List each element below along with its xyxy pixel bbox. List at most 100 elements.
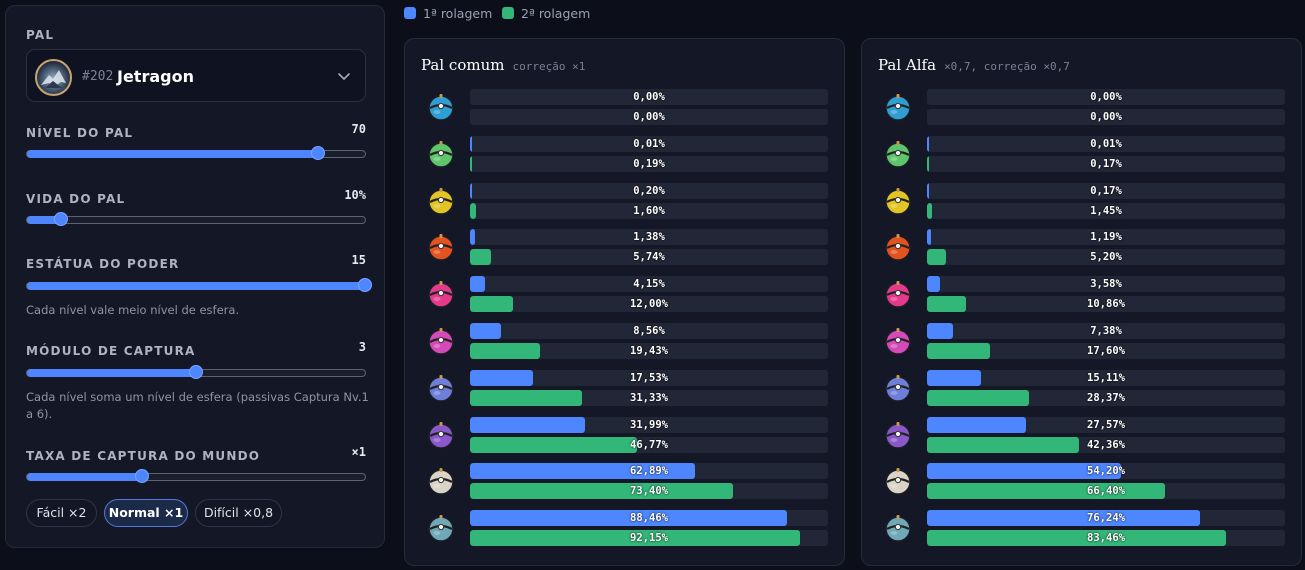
first-roll-bar-fill [927, 229, 932, 246]
sphere-row: 0,01% 0,17% [862, 135, 1301, 174]
second-roll-bar-fill [470, 483, 733, 500]
sphere-row: 54,20% 66,40% [862, 463, 1301, 501]
second-roll-bar: 0,00% [470, 109, 828, 125]
first-roll-bar: 4,15% [470, 276, 828, 293]
panel-title-text: Pal comum [421, 56, 505, 74]
sphere-row: 88,46% 92,15% [405, 510, 844, 548]
health-slider[interactable] [26, 212, 366, 226]
second-roll-value: 92,15% [630, 532, 668, 545]
second-roll-value: 19,43% [630, 345, 668, 357]
second-roll-bar: 73,40% [470, 483, 828, 500]
second-roll-bar-fill [470, 202, 476, 219]
world-slider[interactable] [26, 469, 366, 483]
legend-first-roll: 1ª rolagem [423, 6, 493, 21]
ultra-sphere-icon [885, 281, 911, 308]
first-roll-value: 1,19% [1090, 231, 1122, 244]
sphere-row: 62,89% 73,40% [405, 463, 844, 501]
world-slider-thumb[interactable] [134, 469, 149, 483]
settings-panel: PAL #202 Jetragon NÍVEL DO PAL 70 VIDA D… [5, 5, 385, 548]
second-roll-bar: 66,40% [927, 483, 1285, 500]
first-roll-bar-fill [927, 369, 982, 386]
second-roll-bar-fill [927, 530, 1226, 547]
shiny-sphere-icon [428, 468, 454, 496]
level-slider-thumb[interactable] [310, 146, 325, 160]
legend-swatch-first-roll [404, 7, 416, 19]
second-roll-bar: 0,19% [470, 155, 828, 172]
second-roll-bar-fill [927, 483, 1165, 500]
first-roll-bar: 1,38% [470, 229, 828, 246]
statue-label: ESTÁTUA DO PODER [26, 257, 180, 271]
first-roll-bar: 0,01% [470, 135, 828, 152]
panel-title-text: Pal Alfa [878, 56, 937, 74]
sphere-row: 0,01% 0,19% [405, 135, 844, 174]
exotic-sphere-icon [428, 421, 454, 449]
sphere-row: 31,99% 46,77% [405, 416, 844, 455]
first-roll-value: 0,00% [633, 91, 665, 103]
health-value: 10% [344, 188, 366, 202]
first-roll-bar: 1,19% [927, 229, 1285, 246]
panel-subtitle: ×0,7, correção ×0,7 [944, 60, 1070, 73]
second-roll-bar: 42,36% [927, 436, 1285, 453]
legend-second-roll: 2ª rolagem [521, 6, 591, 21]
panel-title: Pal Alfa ×0,7, correção ×0,7 [878, 56, 1070, 74]
first-roll-bar: 88,46% [470, 510, 828, 527]
second-roll-bar: 28,37% [927, 389, 1285, 406]
pal-name: Jetragon [117, 67, 194, 86]
module-slider[interactable] [26, 365, 366, 379]
second-roll-value: 73,40% [630, 485, 668, 498]
first-roll-bar-fill [470, 323, 501, 339]
statue-row: ESTÁTUA DO PODER 15 [26, 253, 366, 272]
level-slider-fill [27, 150, 318, 158]
statue-slider[interactable] [26, 278, 372, 292]
first-roll-value: 76,24% [1087, 512, 1125, 525]
first-roll-bar-fill [470, 182, 472, 199]
giga-sphere-icon [885, 187, 911, 215]
sphere-row: 7,38% 17,60% [862, 323, 1301, 361]
second-roll-bar-fill [927, 343, 990, 359]
pal-select[interactable]: #202 Jetragon [26, 49, 366, 102]
second-roll-value: 10,86% [1087, 298, 1125, 311]
first-roll-bar-fill [470, 463, 696, 480]
preset-normal-button[interactable]: Normal ×1 [104, 499, 188, 527]
first-roll-value: 31,99% [630, 418, 668, 431]
second-roll-bar-fill [470, 296, 513, 313]
crystal-sphere-icon [885, 515, 911, 542]
level-row: NÍVEL DO PAL 70 [26, 122, 366, 141]
second-roll-bar: 0,17% [927, 155, 1285, 172]
second-roll-value: 0,00% [1090, 111, 1122, 123]
first-roll-bar: 0,17% [927, 182, 1285, 199]
second-roll-bar-fill [470, 343, 540, 359]
first-roll-bar: 54,20% [927, 463, 1285, 480]
mega-sphere-icon [885, 140, 911, 168]
health-label: VIDA DO PAL [26, 192, 126, 206]
preset-hard-button[interactable]: Difícil ×0,8 [195, 499, 282, 527]
statue-slider-fill [27, 282, 365, 290]
statue-slider-thumb[interactable] [358, 278, 372, 292]
first-roll-value: 4,15% [633, 278, 665, 291]
first-roll-value: 15,11% [1087, 371, 1125, 384]
second-roll-bar: 92,15% [470, 530, 828, 547]
first-roll-bar-fill [927, 182, 929, 199]
second-roll-bar: 31,33% [470, 389, 828, 406]
health-row: VIDA DO PAL 10% [26, 188, 366, 207]
sphere-row: 0,17% 1,45% [862, 182, 1301, 221]
pal-number: #202 [82, 69, 114, 84]
first-roll-bar-fill [927, 276, 940, 293]
second-roll-bar: 46,77% [470, 436, 828, 453]
first-roll-bar: 15,11% [927, 369, 1285, 386]
health-slider-thumb[interactable] [53, 212, 68, 226]
second-roll-bar: 83,46% [927, 530, 1285, 547]
first-roll-value: 0,01% [1090, 137, 1122, 150]
sphere-row: 1,19% 5,20% [862, 229, 1301, 267]
second-roll-bar: 12,00% [470, 296, 828, 313]
first-roll-bar: 27,57% [927, 416, 1285, 433]
second-roll-value: 66,40% [1087, 485, 1125, 498]
preset-easy-button[interactable]: Fácil ×2 [26, 499, 97, 527]
crystal-sphere-icon [428, 515, 454, 542]
level-slider[interactable] [26, 146, 366, 160]
first-roll-value: 7,38% [1090, 325, 1122, 337]
module-value: 3 [358, 340, 366, 354]
first-roll-bar: 31,99% [470, 416, 828, 433]
module-slider-thumb[interactable] [189, 365, 203, 379]
second-roll-bar: 5,20% [927, 249, 1285, 266]
